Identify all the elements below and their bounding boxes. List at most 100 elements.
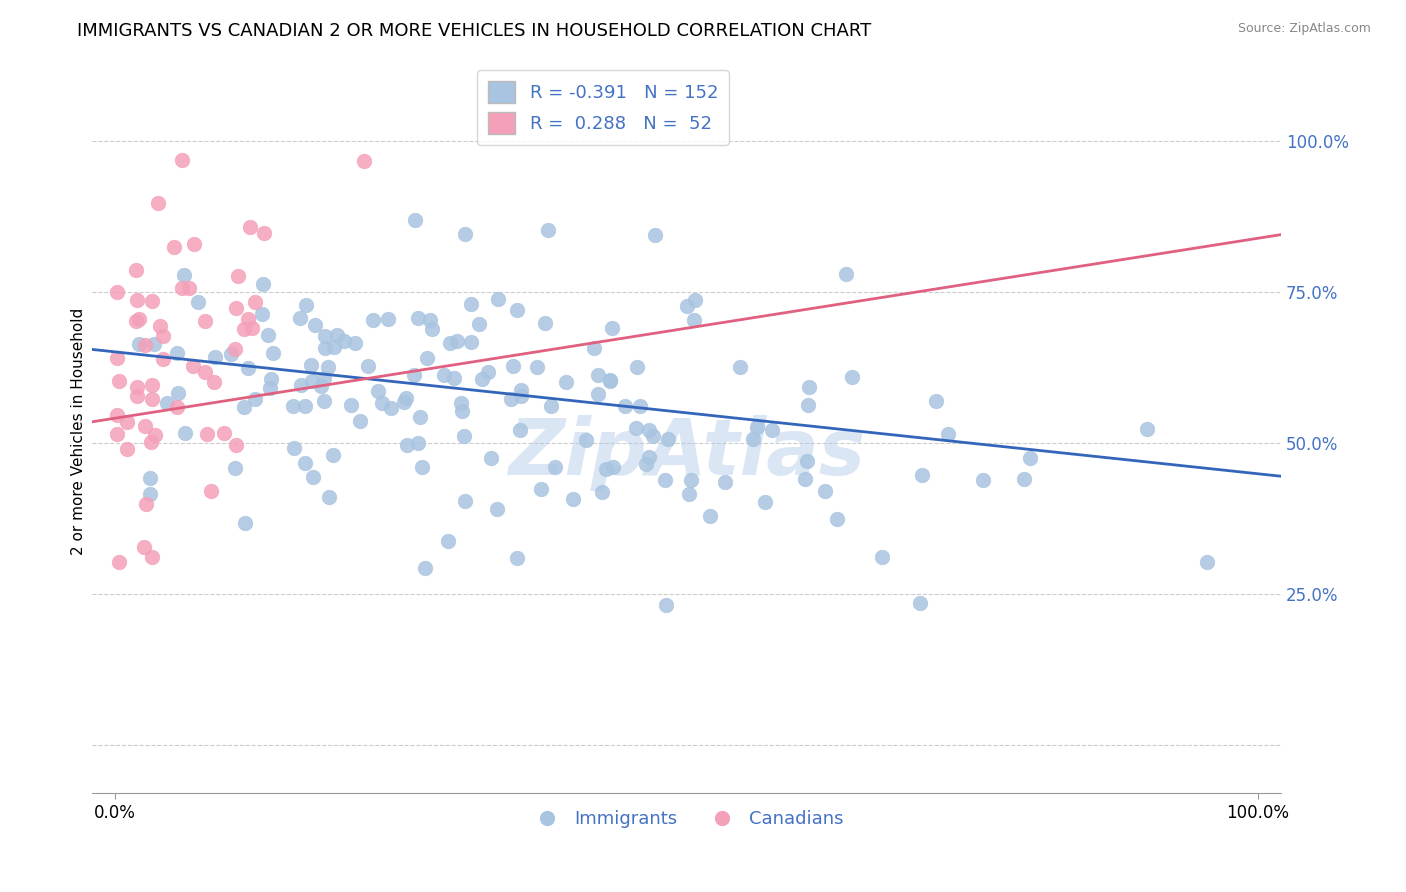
Point xyxy=(295,298,318,312)
Point xyxy=(825,512,848,526)
Point xyxy=(304,318,326,332)
Point xyxy=(314,342,336,356)
Point xyxy=(134,418,156,433)
Point xyxy=(502,359,524,373)
Point xyxy=(908,596,931,610)
Point xyxy=(599,374,621,388)
Text: ZipAtlas: ZipAtlas xyxy=(508,415,865,491)
Point xyxy=(135,497,157,511)
Point xyxy=(506,550,529,565)
Point xyxy=(363,313,385,327)
Point xyxy=(1136,421,1159,435)
Point xyxy=(925,394,948,409)
Point xyxy=(628,399,651,413)
Point xyxy=(643,429,665,443)
Point xyxy=(1197,555,1219,569)
Point xyxy=(312,370,335,384)
Point xyxy=(402,368,425,382)
Point xyxy=(243,294,266,309)
Point xyxy=(835,267,858,281)
Point xyxy=(419,313,441,327)
Point xyxy=(149,319,172,334)
Point xyxy=(654,598,676,612)
Point xyxy=(814,483,837,498)
Point xyxy=(181,359,204,373)
Point xyxy=(644,227,666,242)
Point xyxy=(408,310,430,325)
Point xyxy=(173,425,195,440)
Point xyxy=(506,303,529,318)
Point xyxy=(406,436,429,450)
Point xyxy=(125,314,148,328)
Point xyxy=(796,454,818,468)
Point xyxy=(377,311,399,326)
Point xyxy=(586,368,609,382)
Point xyxy=(225,438,247,452)
Point xyxy=(344,335,367,350)
Point xyxy=(870,550,893,565)
Point xyxy=(420,321,443,335)
Point xyxy=(142,337,165,351)
Point xyxy=(105,351,128,366)
Point xyxy=(195,426,218,441)
Point xyxy=(395,392,418,406)
Point xyxy=(156,396,179,410)
Point xyxy=(232,400,254,414)
Point xyxy=(309,379,332,393)
Point xyxy=(683,313,706,327)
Point xyxy=(288,310,311,325)
Text: Source: ZipAtlas.com: Source: ZipAtlas.com xyxy=(1237,22,1371,36)
Point xyxy=(526,360,548,375)
Point xyxy=(446,334,468,349)
Point xyxy=(685,293,707,307)
Point xyxy=(194,365,217,379)
Point xyxy=(125,389,148,403)
Point xyxy=(586,387,609,401)
Point xyxy=(533,316,555,330)
Point xyxy=(510,388,533,402)
Point xyxy=(236,361,259,376)
Point xyxy=(105,427,128,442)
Point xyxy=(409,409,432,424)
Point xyxy=(479,451,502,466)
Point xyxy=(105,409,128,423)
Point xyxy=(242,321,264,335)
Point xyxy=(202,375,225,389)
Point xyxy=(245,392,267,406)
Point xyxy=(138,487,160,501)
Point xyxy=(537,223,560,237)
Point xyxy=(108,555,131,569)
Point xyxy=(543,459,565,474)
Point xyxy=(299,358,322,372)
Point xyxy=(460,297,482,311)
Point xyxy=(657,432,679,446)
Point xyxy=(252,226,274,240)
Point xyxy=(602,459,624,474)
Point xyxy=(583,341,606,355)
Point xyxy=(224,461,246,475)
Point xyxy=(626,421,648,435)
Point xyxy=(370,396,392,410)
Point xyxy=(204,350,226,364)
Point xyxy=(179,281,201,295)
Point xyxy=(681,473,703,487)
Point xyxy=(314,329,336,343)
Point xyxy=(392,394,415,409)
Point xyxy=(911,468,934,483)
Point xyxy=(226,269,249,284)
Point xyxy=(530,482,553,496)
Point xyxy=(250,307,273,321)
Point xyxy=(450,404,472,418)
Point xyxy=(233,516,256,530)
Point xyxy=(146,195,169,210)
Point xyxy=(636,458,658,472)
Point xyxy=(595,461,617,475)
Point xyxy=(134,337,156,351)
Point xyxy=(127,293,149,307)
Point xyxy=(797,380,820,394)
Point xyxy=(141,392,163,406)
Point xyxy=(139,471,162,485)
Point xyxy=(294,456,316,470)
Point xyxy=(108,375,131,389)
Point xyxy=(416,351,439,366)
